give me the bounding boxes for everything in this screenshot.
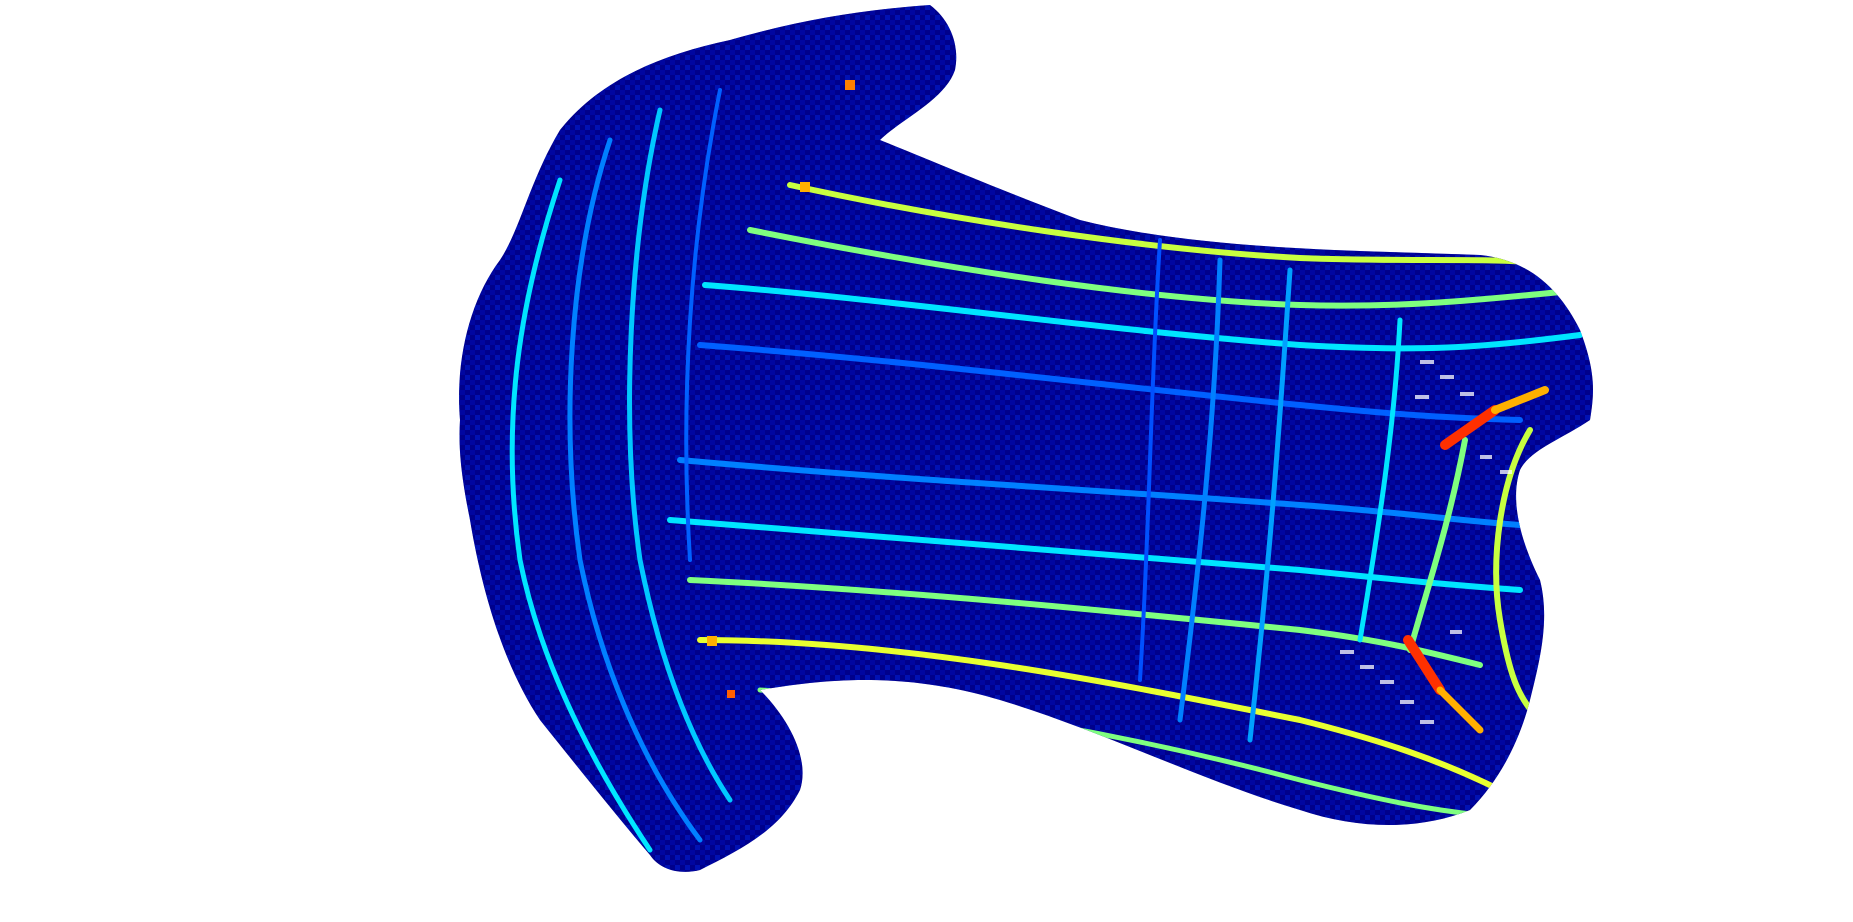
speckle-patches (1340, 360, 1512, 724)
hotspot-lower-right-orange (1436, 686, 1484, 734)
vstripe-2 (567, 137, 703, 843)
vstripe-4 (684, 88, 722, 562)
hotspot-top-orange (845, 80, 855, 90)
vstripe-6 (1177, 257, 1223, 723)
vstripe-5 (1138, 238, 1162, 682)
stripe-top-yellow (787, 182, 1533, 265)
stripe-yellow-1 (697, 637, 1503, 793)
vstripe-8 (1357, 317, 1403, 643)
vstripe-7 (1247, 267, 1293, 743)
hotspot-upper-right-orange (1491, 386, 1549, 414)
vstripe-11 (1544, 437, 1583, 663)
vstripe-9 (1407, 437, 1468, 653)
hotspot-left-orange (707, 636, 717, 646)
hotspot-upper-right (1440, 405, 1500, 450)
stripe-cyan-1 (702, 282, 1583, 352)
hotspot-top-orange-2 (800, 182, 810, 192)
vstripe-3 (627, 107, 733, 803)
stripe-blue-1 (697, 342, 1523, 423)
vstripe-1 (509, 177, 653, 853)
hotspot-lower-right (1403, 635, 1445, 695)
hot-spots (707, 80, 1549, 734)
hotspot-bottom-orange (727, 690, 735, 698)
vstripe-10 (1493, 427, 1543, 723)
deformed-surface (459, 5, 1593, 872)
stripe-top-2 (747, 227, 1563, 309)
surface-texture (459, 5, 1593, 872)
